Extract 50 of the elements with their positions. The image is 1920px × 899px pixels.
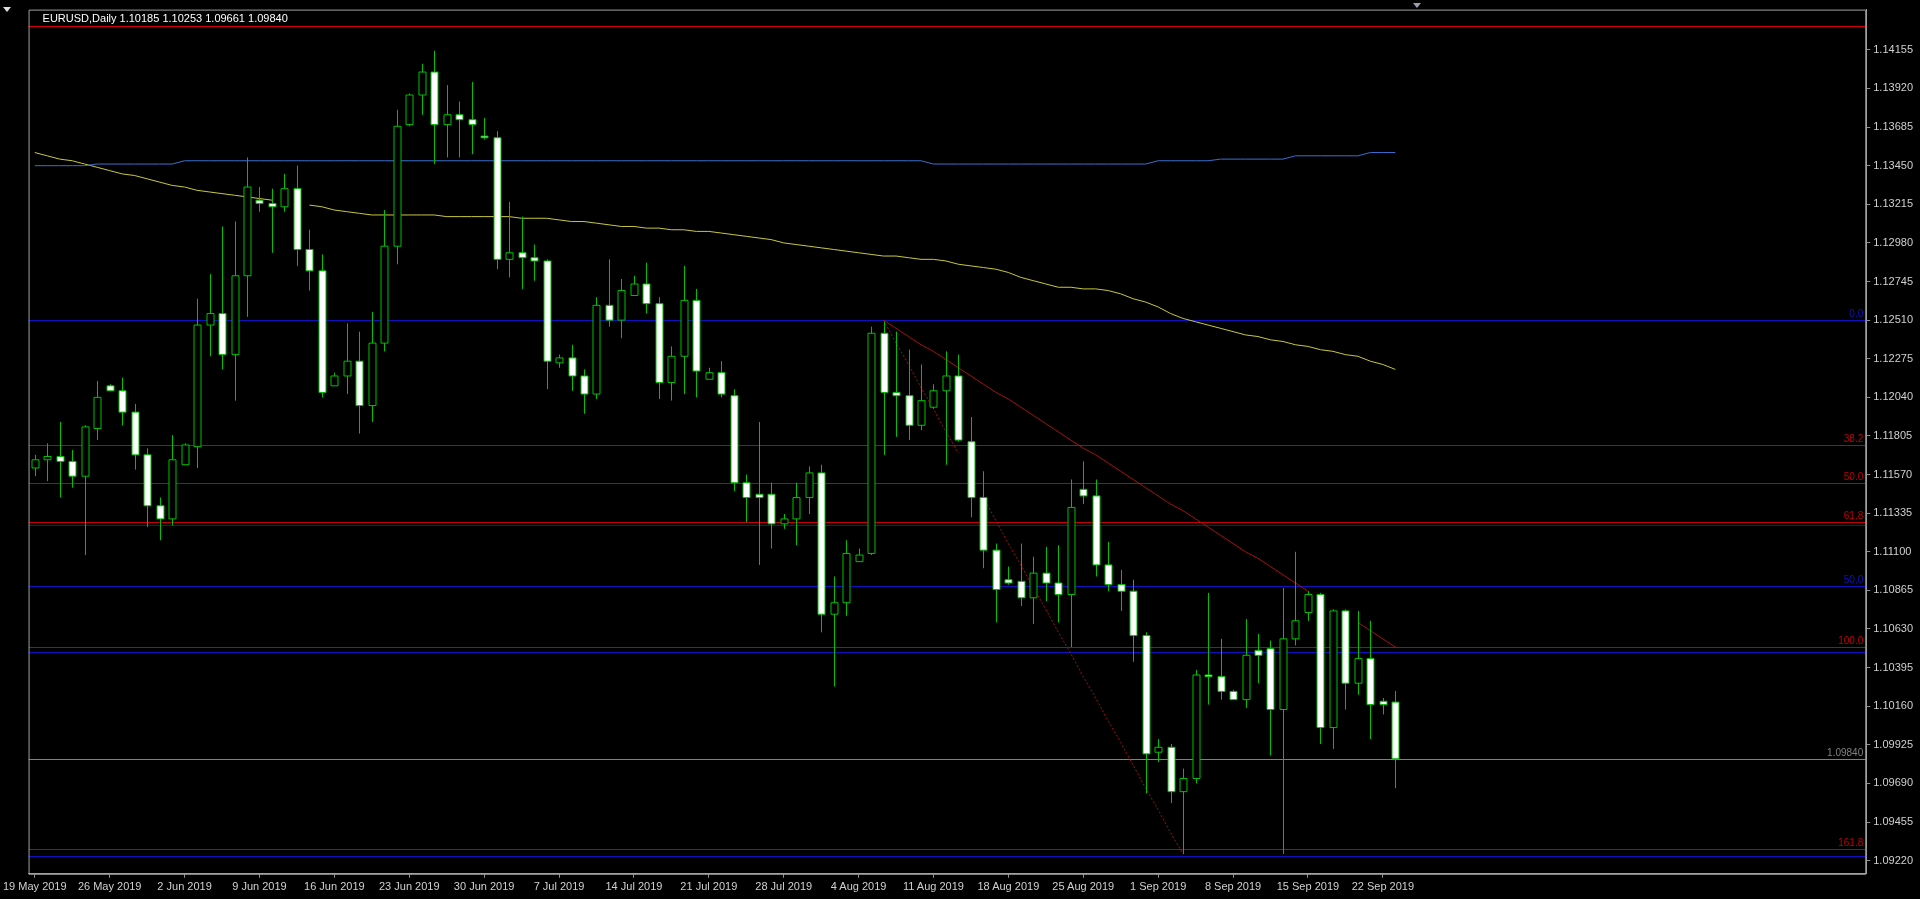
x-tick-label: 19 May 2019 xyxy=(2,880,67,893)
x-tick-label: 4 Aug 2019 xyxy=(830,880,887,893)
y-tick-label: 1.12040 xyxy=(1873,390,1913,403)
y-tick-label: 1.09220 xyxy=(1873,853,1913,866)
y-tick-label: 1.11805 xyxy=(1873,428,1913,441)
y-tick-label: 1.10630 xyxy=(1873,622,1913,635)
y-tick-label: 1.10865 xyxy=(1873,583,1913,596)
annotation: 0.0 xyxy=(1849,307,1864,319)
x-tick-label: 15 Sep 2019 xyxy=(1276,880,1340,893)
y-tick-label: 1.11100 xyxy=(1873,544,1912,557)
x-tick-label: 18 Aug 2019 xyxy=(977,880,1040,893)
annotation: 38.2 xyxy=(1843,432,1864,444)
x-tick-label: 8 Sep 2019 xyxy=(1204,880,1262,893)
y-tick-label: 1.12980 xyxy=(1873,235,1913,248)
ref-line-label: 1.09840 xyxy=(1827,746,1864,758)
x-tick-label: 26 May 2019 xyxy=(77,880,142,893)
y-tick-label: 1.13685 xyxy=(1873,120,1913,133)
y-tick-label: 1.13920 xyxy=(1873,81,1913,94)
x-tick-label: 25 Aug 2019 xyxy=(1052,880,1115,893)
y-tick-label: 1.12275 xyxy=(1873,351,1913,364)
x-tick-label: 11 Aug 2019 xyxy=(903,880,964,893)
annotation: 161.8 xyxy=(1838,836,1864,848)
x-tick-label: 30 Jun 2019 xyxy=(453,880,515,893)
x-tick-label: 22 Sep 2019 xyxy=(1351,880,1415,893)
x-tick-label: 9 Jun 2019 xyxy=(232,880,287,893)
y-tick-label: 1.11335 xyxy=(1873,506,1913,519)
x-tick-label: 1 Sep 2019 xyxy=(1130,880,1187,893)
chart-title: EURUSD,Daily 1.10185 1.10253 1.09661 1.09840 xyxy=(42,11,288,24)
y-tick-label: 1.10395 xyxy=(1873,660,1913,673)
x-tick-label: 2 Jun 2019 xyxy=(157,880,212,893)
y-tick-label: 1.12510 xyxy=(1873,313,1913,326)
y-tick-label: 1.13215 xyxy=(1873,197,1913,210)
x-tick-label: 7 Jul 2019 xyxy=(533,880,585,893)
y-tick-label: 1.09455 xyxy=(1873,815,1913,828)
x-tick-label: 14 Jul 2019 xyxy=(605,880,663,893)
annotation: 50.0 xyxy=(1843,470,1864,482)
y-tick-label: 1.10160 xyxy=(1873,699,1913,712)
annotation: 50.0 xyxy=(1843,574,1864,586)
y-tick-label: 1.14155 xyxy=(1873,42,1913,55)
y-tick-label: 1.13450 xyxy=(1873,158,1913,171)
y-tick-label: 1.09690 xyxy=(1873,776,1913,789)
x-tick-label: 16 Jun 2019 xyxy=(304,880,365,893)
x-tick-label: 21 Jul 2019 xyxy=(680,880,738,893)
x-tick-label: 28 Jul 2019 xyxy=(755,880,813,893)
annotation: 100.0 xyxy=(1838,634,1864,646)
y-tick-label: 1.09925 xyxy=(1873,737,1913,750)
y-tick-label: 1.11570 xyxy=(1873,467,1913,480)
y-tick-label: 1.12745 xyxy=(1873,274,1913,287)
x-tick-label: 23 Jun 2019 xyxy=(378,880,440,893)
annotation: 61.8 xyxy=(1843,509,1864,521)
